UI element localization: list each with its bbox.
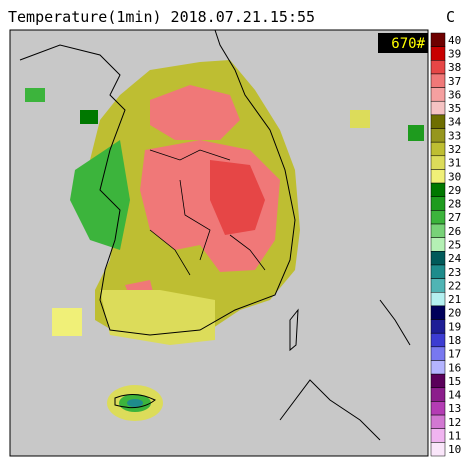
map [9, 29, 429, 457]
color-cell [430, 223, 446, 238]
color-cell [430, 155, 446, 170]
color-label: 12 [448, 416, 461, 429]
color-label: 28 [448, 198, 461, 211]
color-cell [430, 360, 446, 375]
color-cell [430, 114, 446, 129]
color-label: 18 [448, 334, 461, 347]
color-cell [430, 73, 446, 88]
color-cell [430, 401, 446, 416]
color-cell [430, 196, 446, 211]
color-cell [430, 237, 446, 252]
color-label: 21 [448, 293, 461, 306]
color-cell [430, 100, 446, 116]
color-cell [430, 251, 446, 266]
color-label: 16 [448, 361, 461, 374]
color-cell [430, 319, 446, 334]
color-cell [430, 346, 446, 361]
colorbar: 4039383736353433323130292827262524232221… [430, 32, 462, 457]
badge: 670# [391, 36, 425, 52]
color-label: 32 [448, 143, 461, 156]
color-label: 10 [448, 443, 461, 456]
color-cell [430, 141, 446, 157]
color-label: 35 [448, 102, 461, 115]
color-cell [430, 278, 446, 293]
color-label: 34 [448, 116, 462, 129]
color-cell [430, 128, 446, 143]
color-label: 29 [448, 184, 461, 197]
color-cell [430, 210, 446, 225]
color-cell [430, 442, 446, 457]
color-cell [430, 182, 446, 197]
color-label: 30 [448, 170, 461, 183]
color-label: 40 [448, 34, 461, 47]
color-label: 38 [448, 61, 461, 74]
color-cell [430, 169, 446, 184]
color-label: 15 [448, 375, 461, 388]
unit: C [446, 8, 455, 26]
color-cell [430, 373, 446, 389]
color-label: 25 [448, 239, 461, 252]
title: Temperature(1min) 2018.07.21.15:55 [8, 8, 315, 26]
color-label: 22 [448, 279, 461, 292]
color-cell [430, 332, 446, 348]
color-label: 24 [448, 252, 462, 265]
color-cell [430, 428, 446, 443]
color-cell [430, 46, 446, 61]
color-cell [430, 60, 446, 75]
color-label: 36 [448, 88, 461, 101]
color-label: 17 [448, 348, 461, 361]
color-label: 33 [448, 129, 461, 142]
color-label: 39 [448, 47, 461, 60]
color-cell [430, 87, 446, 102]
color-label: 14 [448, 389, 462, 402]
color-cell [430, 264, 446, 279]
color-label: 27 [448, 211, 461, 224]
color-cell [430, 305, 446, 320]
color-label: 26 [448, 225, 461, 238]
color-label: 37 [448, 75, 461, 88]
color-cell [430, 414, 446, 429]
color-cell [430, 292, 446, 307]
color-cell [430, 387, 446, 402]
color-label: 23 [448, 266, 461, 279]
color-label: 20 [448, 307, 461, 320]
color-label: 11 [448, 430, 461, 443]
badge-box [378, 33, 428, 53]
color-cell [430, 32, 446, 47]
color-label: 13 [448, 402, 461, 415]
color-label: 31 [448, 157, 461, 170]
color-label: 19 [448, 320, 461, 333]
